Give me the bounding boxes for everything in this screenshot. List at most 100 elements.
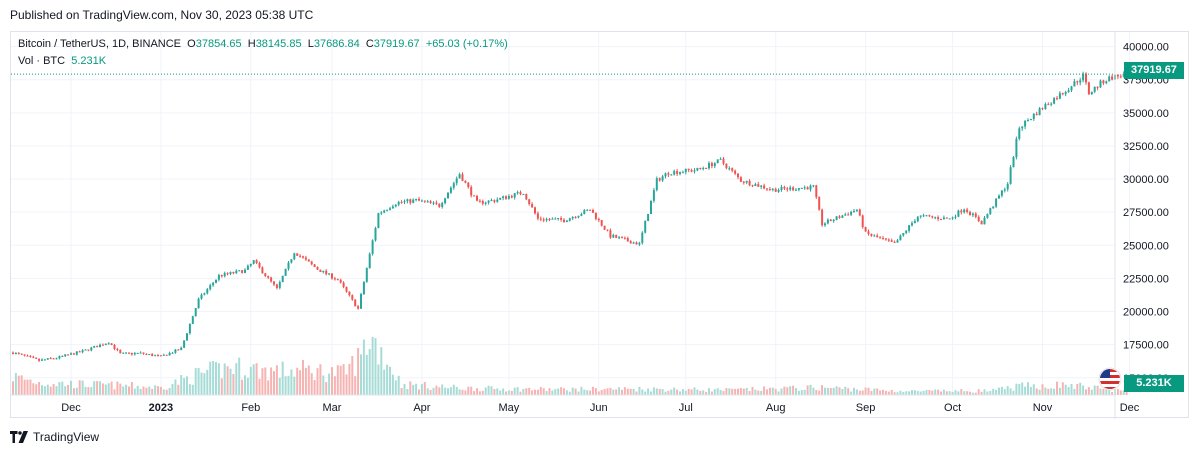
volume-bar: [415, 383, 418, 395]
chart-canvas[interactable]: 40000.0037500.0035000.0032500.0030000.00…: [11, 32, 1190, 419]
candle-body: [768, 189, 771, 191]
volume-bar: [252, 364, 255, 395]
candle-body: [23, 354, 26, 356]
volume-bar: [879, 390, 882, 395]
volume-bar: [61, 381, 64, 395]
candle-body: [128, 352, 130, 354]
volume-bar: [742, 388, 745, 395]
candle-body: [43, 359, 46, 361]
volume-bar: [623, 387, 626, 395]
volume-bar: [1122, 390, 1125, 395]
volume-bar: [365, 354, 368, 395]
volume-bar: [357, 348, 360, 395]
candle-body: [786, 188, 789, 190]
candle-body: [612, 235, 615, 238]
us-flag-icon[interactable]: [1098, 367, 1122, 391]
volume-bar: [264, 367, 267, 395]
candle-body: [693, 170, 696, 172]
volume-bar: [507, 390, 510, 395]
volume-bar: [763, 386, 766, 395]
candle-body: [957, 210, 960, 217]
candle-body: [194, 308, 197, 317]
volume-bar: [235, 363, 238, 395]
volume-bar: [882, 389, 884, 395]
symbol-title[interactable]: Bitcoin / TetherUS, 1D, BINANCE: [18, 38, 182, 50]
candle-body: [754, 184, 757, 187]
candle-body: [696, 167, 699, 171]
candle-body: [418, 199, 420, 201]
candle-body: [650, 200, 652, 215]
volume-bar: [841, 389, 844, 395]
candle-body: [568, 218, 571, 221]
volume-bar: [1099, 388, 1102, 395]
candle-body: [159, 355, 162, 357]
volume-bar: [577, 391, 580, 395]
volume-bar: [1119, 390, 1122, 395]
x-tick-label: Mar: [323, 402, 342, 414]
footer-brand[interactable]: TradingView: [33, 430, 100, 444]
candle-body: [539, 218, 542, 220]
candle-body: [983, 217, 986, 225]
candle-body: [1053, 98, 1056, 104]
candle-body: [319, 269, 322, 273]
candle-body: [876, 235, 879, 238]
volume-bar: [664, 391, 667, 395]
candle-body: [302, 256, 304, 258]
candle-body: [447, 192, 449, 199]
volume-label[interactable]: Vol · BTC: [18, 55, 66, 67]
volume-bar: [67, 384, 70, 395]
volume-bar: [400, 388, 403, 395]
candle-body: [455, 178, 458, 184]
candle-body: [273, 281, 275, 285]
volume-bar: [1087, 387, 1090, 395]
volume-bar: [1108, 388, 1111, 395]
candle-body: [104, 343, 107, 345]
volume-bar: [931, 390, 934, 395]
candle-body: [357, 306, 360, 309]
volume-bar: [113, 389, 116, 395]
volume-bar: [232, 374, 235, 395]
volume-bar: [374, 338, 377, 395]
volume-bar: [223, 363, 226, 395]
candle-body: [1015, 138, 1018, 158]
volume-bar: [568, 391, 571, 395]
low-label: L: [307, 38, 314, 50]
candle-body: [922, 215, 925, 217]
candle-body: [728, 168, 731, 170]
chart-frame[interactable]: 40000.00 37500.00 35000.00 32500.00 30000.00…: [10, 31, 1190, 419]
candle-body: [548, 218, 551, 220]
candle-body: [725, 163, 728, 169]
candle-body: [49, 358, 52, 360]
candle-body: [125, 352, 128, 354]
volume-bar: [1073, 388, 1076, 395]
candle-body: [777, 189, 780, 192]
volume-bar: [1085, 389, 1087, 395]
candle-body: [246, 265, 249, 270]
volume-bar: [603, 388, 606, 395]
candle-body: [908, 225, 911, 231]
volume-bar: [490, 386, 493, 395]
candle-body: [615, 235, 618, 238]
candle-body: [916, 216, 919, 222]
candle-body: [226, 273, 229, 275]
volume-bar: [1116, 389, 1119, 395]
volume-bar: [307, 365, 310, 395]
volume-bar: [739, 387, 742, 395]
volume-bars: [12, 336, 1128, 395]
candle-body: [470, 187, 473, 196]
candle-body: [551, 218, 554, 220]
y-tick-label: 27500.00: [1123, 207, 1169, 219]
volume-bar: [377, 364, 380, 395]
candle-body: [316, 267, 319, 270]
volume-bar: [1000, 386, 1003, 395]
volume-bar: [209, 361, 212, 395]
volume-bar: [1035, 388, 1038, 395]
volume-bar: [493, 389, 496, 395]
candle-body: [188, 323, 191, 334]
volume-bar: [110, 381, 113, 395]
volume-bar: [679, 391, 681, 395]
candle-body: [1096, 86, 1099, 88]
volume-bar: [99, 381, 101, 395]
volume-bar: [618, 387, 621, 395]
candle-body: [1082, 73, 1085, 81]
